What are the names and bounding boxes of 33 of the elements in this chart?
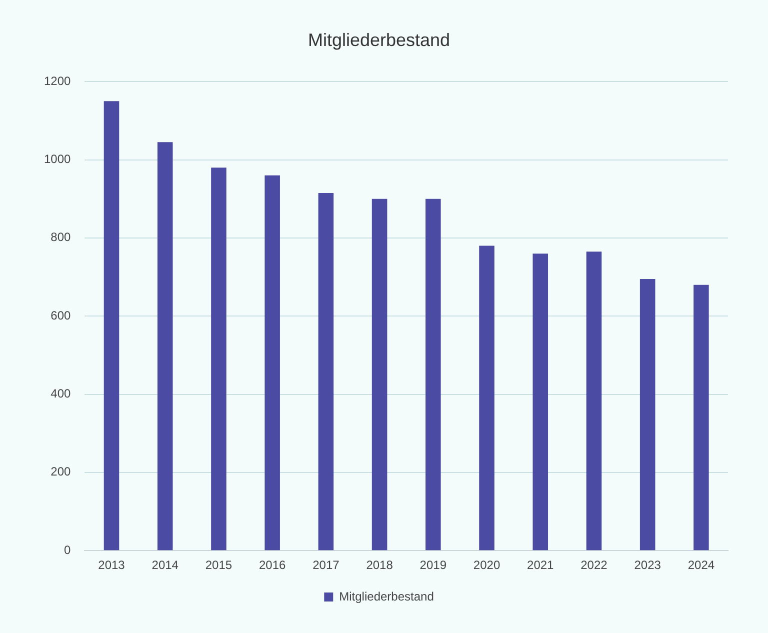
x-tick-label: 2017	[312, 558, 340, 572]
x-tick-label: 2021	[527, 558, 554, 572]
x-tick-label: 2018	[366, 558, 394, 572]
x-tick-label: 2014	[152, 558, 179, 572]
bar	[479, 246, 494, 550]
y-tick-label: 800	[50, 230, 72, 244]
bar	[694, 284, 709, 550]
bar	[586, 252, 602, 550]
y-tick-label: 1000	[44, 152, 72, 166]
y-tick-label: 600	[50, 308, 72, 322]
x-tick-label: 2022	[580, 558, 608, 572]
chart-title: Mitgliederbestand	[308, 30, 450, 50]
y-tick-label: 1200	[44, 74, 72, 88]
x-tick-label: 2020	[473, 558, 500, 572]
bar	[372, 198, 388, 550]
x-tick-label: 2013	[98, 558, 126, 572]
bar	[104, 101, 120, 550]
legend-label: Mitgliederbestand	[339, 589, 434, 604]
x-tick-label: 2015	[205, 558, 232, 572]
x-tick-label: 2016	[258, 558, 286, 572]
bar	[640, 278, 656, 550]
x-tick-label: 2019	[420, 558, 447, 572]
bar	[426, 198, 441, 550]
y-tick-label: 200	[50, 464, 72, 479]
bar	[532, 254, 548, 550]
bar	[157, 142, 173, 550]
bar	[318, 192, 334, 550]
x-tick-label: 2024	[688, 558, 715, 572]
y-tick-label: 0	[64, 542, 72, 557]
bar	[264, 175, 280, 550]
bar	[211, 168, 226, 550]
x-tick-label: 2023	[634, 558, 662, 572]
y-tick-label: 400	[50, 386, 72, 401]
